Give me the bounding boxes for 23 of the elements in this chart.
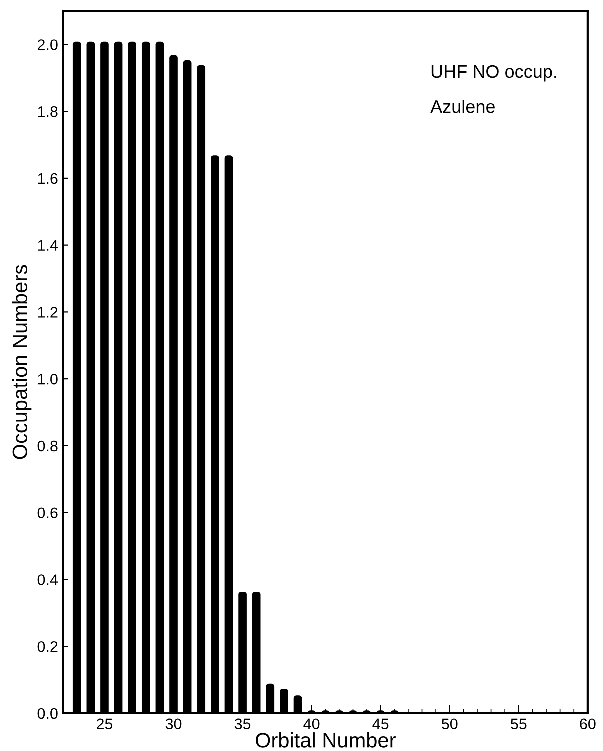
y-tick-label: 0.4 — [38, 574, 58, 586]
y-tick-label: 1.0 — [38, 374, 58, 385]
y-axis-title: Occupation Numbers — [12, 265, 32, 460]
y-tick-label: 0.8 — [38, 440, 58, 452]
x-tick-label: 25 — [97, 718, 113, 730]
y-tick-label: 1.6 — [38, 173, 58, 184]
x-tick-label: 35 — [234, 718, 251, 730]
x-tick-label: 45 — [372, 718, 389, 730]
y-tick-label: 0.0 — [38, 708, 58, 720]
y-tick-label: 1.8 — [38, 106, 58, 118]
y-tick-label: 0.2 — [38, 641, 58, 652]
x-tick-label: 40 — [304, 718, 320, 730]
annotation: UHF NO occup. — [432, 65, 556, 82]
y-tick-label: 2.0 — [38, 40, 58, 50]
x-tick-label: 60 — [580, 718, 596, 730]
y-tick-label: 1.2 — [38, 307, 58, 318]
x-tick-label: 30 — [166, 718, 182, 730]
y-tick-label: 1.4 — [38, 240, 58, 251]
annotation: Azulene — [430, 100, 495, 114]
x-tick-label: 50 — [442, 718, 458, 730]
x-axis-title: Orbital Number — [256, 732, 396, 748]
x-tick-label: 55 — [511, 718, 527, 730]
y-tick-label: 0.6 — [38, 508, 58, 519]
